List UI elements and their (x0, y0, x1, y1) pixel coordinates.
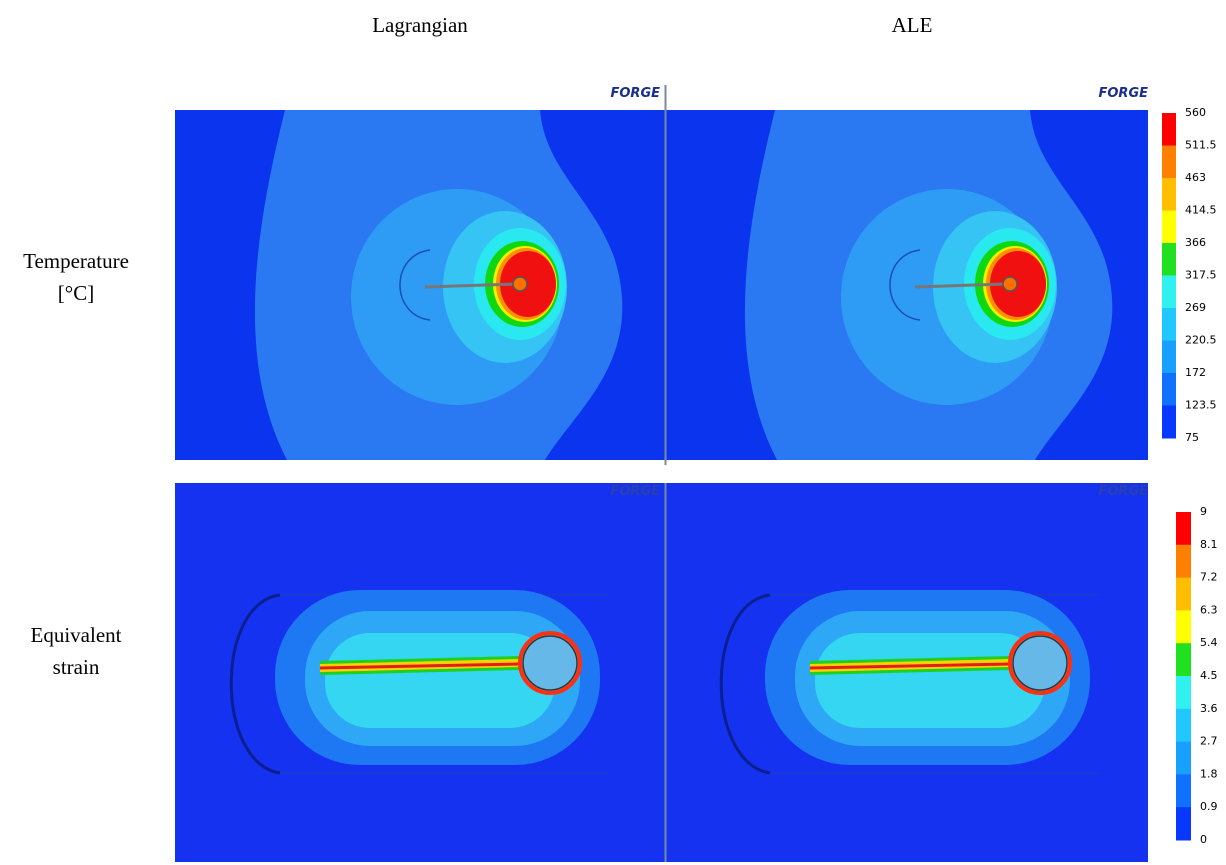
colorbar-segment (1176, 643, 1191, 676)
row-label: Temperature (23, 249, 129, 273)
colorbar-segment (1176, 742, 1191, 775)
logo: FORGE (1099, 484, 1149, 499)
colorbar-label: 4.5 (1200, 669, 1218, 682)
temperature-ale (665, 110, 1165, 460)
colorbar-label: 0 (1200, 833, 1207, 846)
colorbar-label: 172 (1185, 366, 1206, 379)
colorbar-segment (1162, 276, 1176, 309)
colorbar-segment (1162, 178, 1176, 211)
row-label: Equivalent (31, 623, 122, 647)
colorbar-label: 7.2 (1200, 571, 1218, 584)
colorbar-label: 511.5 (1185, 139, 1217, 152)
colorbar-label: 8.1 (1200, 538, 1218, 551)
colorbar-label: 414.5 (1185, 204, 1217, 217)
strain-lagrangian (175, 483, 675, 862)
logo: FORGE (1099, 86, 1149, 101)
row-label: [°C] (58, 281, 94, 305)
colorbar-segment (1176, 774, 1191, 807)
colorbar-label: 366 (1185, 236, 1206, 249)
colorbar-label: 560 (1185, 106, 1206, 119)
logo: FORGE (611, 484, 661, 499)
colorbar-label: 317.5 (1185, 269, 1217, 282)
colorbar-label: 2.7 (1200, 735, 1218, 748)
strain-ale (665, 483, 1165, 862)
colorbar-label: 3.6 (1200, 702, 1218, 715)
figure: Lagrangian ALE FORGE FORGE FORGE FORGE T… (0, 0, 1226, 865)
colorbar-label: 75 (1185, 431, 1199, 444)
colorbar-segment (1162, 373, 1176, 406)
colorbar-label: 123.5 (1185, 399, 1217, 412)
colorbar-label: 220.5 (1185, 334, 1217, 347)
colorbar-segment (1176, 676, 1191, 709)
colorbar-segment (1176, 578, 1191, 611)
colorbar-segment (1176, 610, 1191, 643)
colorbar-label: 269 (1185, 301, 1206, 314)
colorbar-segment (1176, 545, 1191, 578)
colorbar-segment (1162, 113, 1176, 146)
colorbar-segment (1162, 146, 1176, 179)
colorbar-segment (1176, 512, 1191, 545)
temperature-lagrangian (175, 110, 675, 460)
colorbar-segment (1162, 243, 1176, 276)
colorbar-label: 6.3 (1200, 603, 1218, 616)
row-label: strain (53, 655, 100, 679)
column-header: ALE (892, 13, 933, 37)
colorbar-segment (1162, 406, 1176, 439)
colorbar-label: 463 (1185, 171, 1206, 184)
colorbar-segment (1176, 709, 1191, 742)
column-header: Lagrangian (372, 13, 468, 37)
colorbar-segment (1162, 308, 1176, 341)
colorbar-label: 9 (1200, 505, 1207, 518)
logo: FORGE (611, 86, 661, 101)
colorbar-label: 5.4 (1200, 636, 1218, 649)
colorbar-label: 1.8 (1200, 767, 1218, 780)
colorbar-segment (1162, 211, 1176, 244)
colorbar-segment (1176, 807, 1191, 840)
colorbar-segment (1162, 341, 1176, 374)
colorbar-label: 0.9 (1200, 800, 1218, 813)
